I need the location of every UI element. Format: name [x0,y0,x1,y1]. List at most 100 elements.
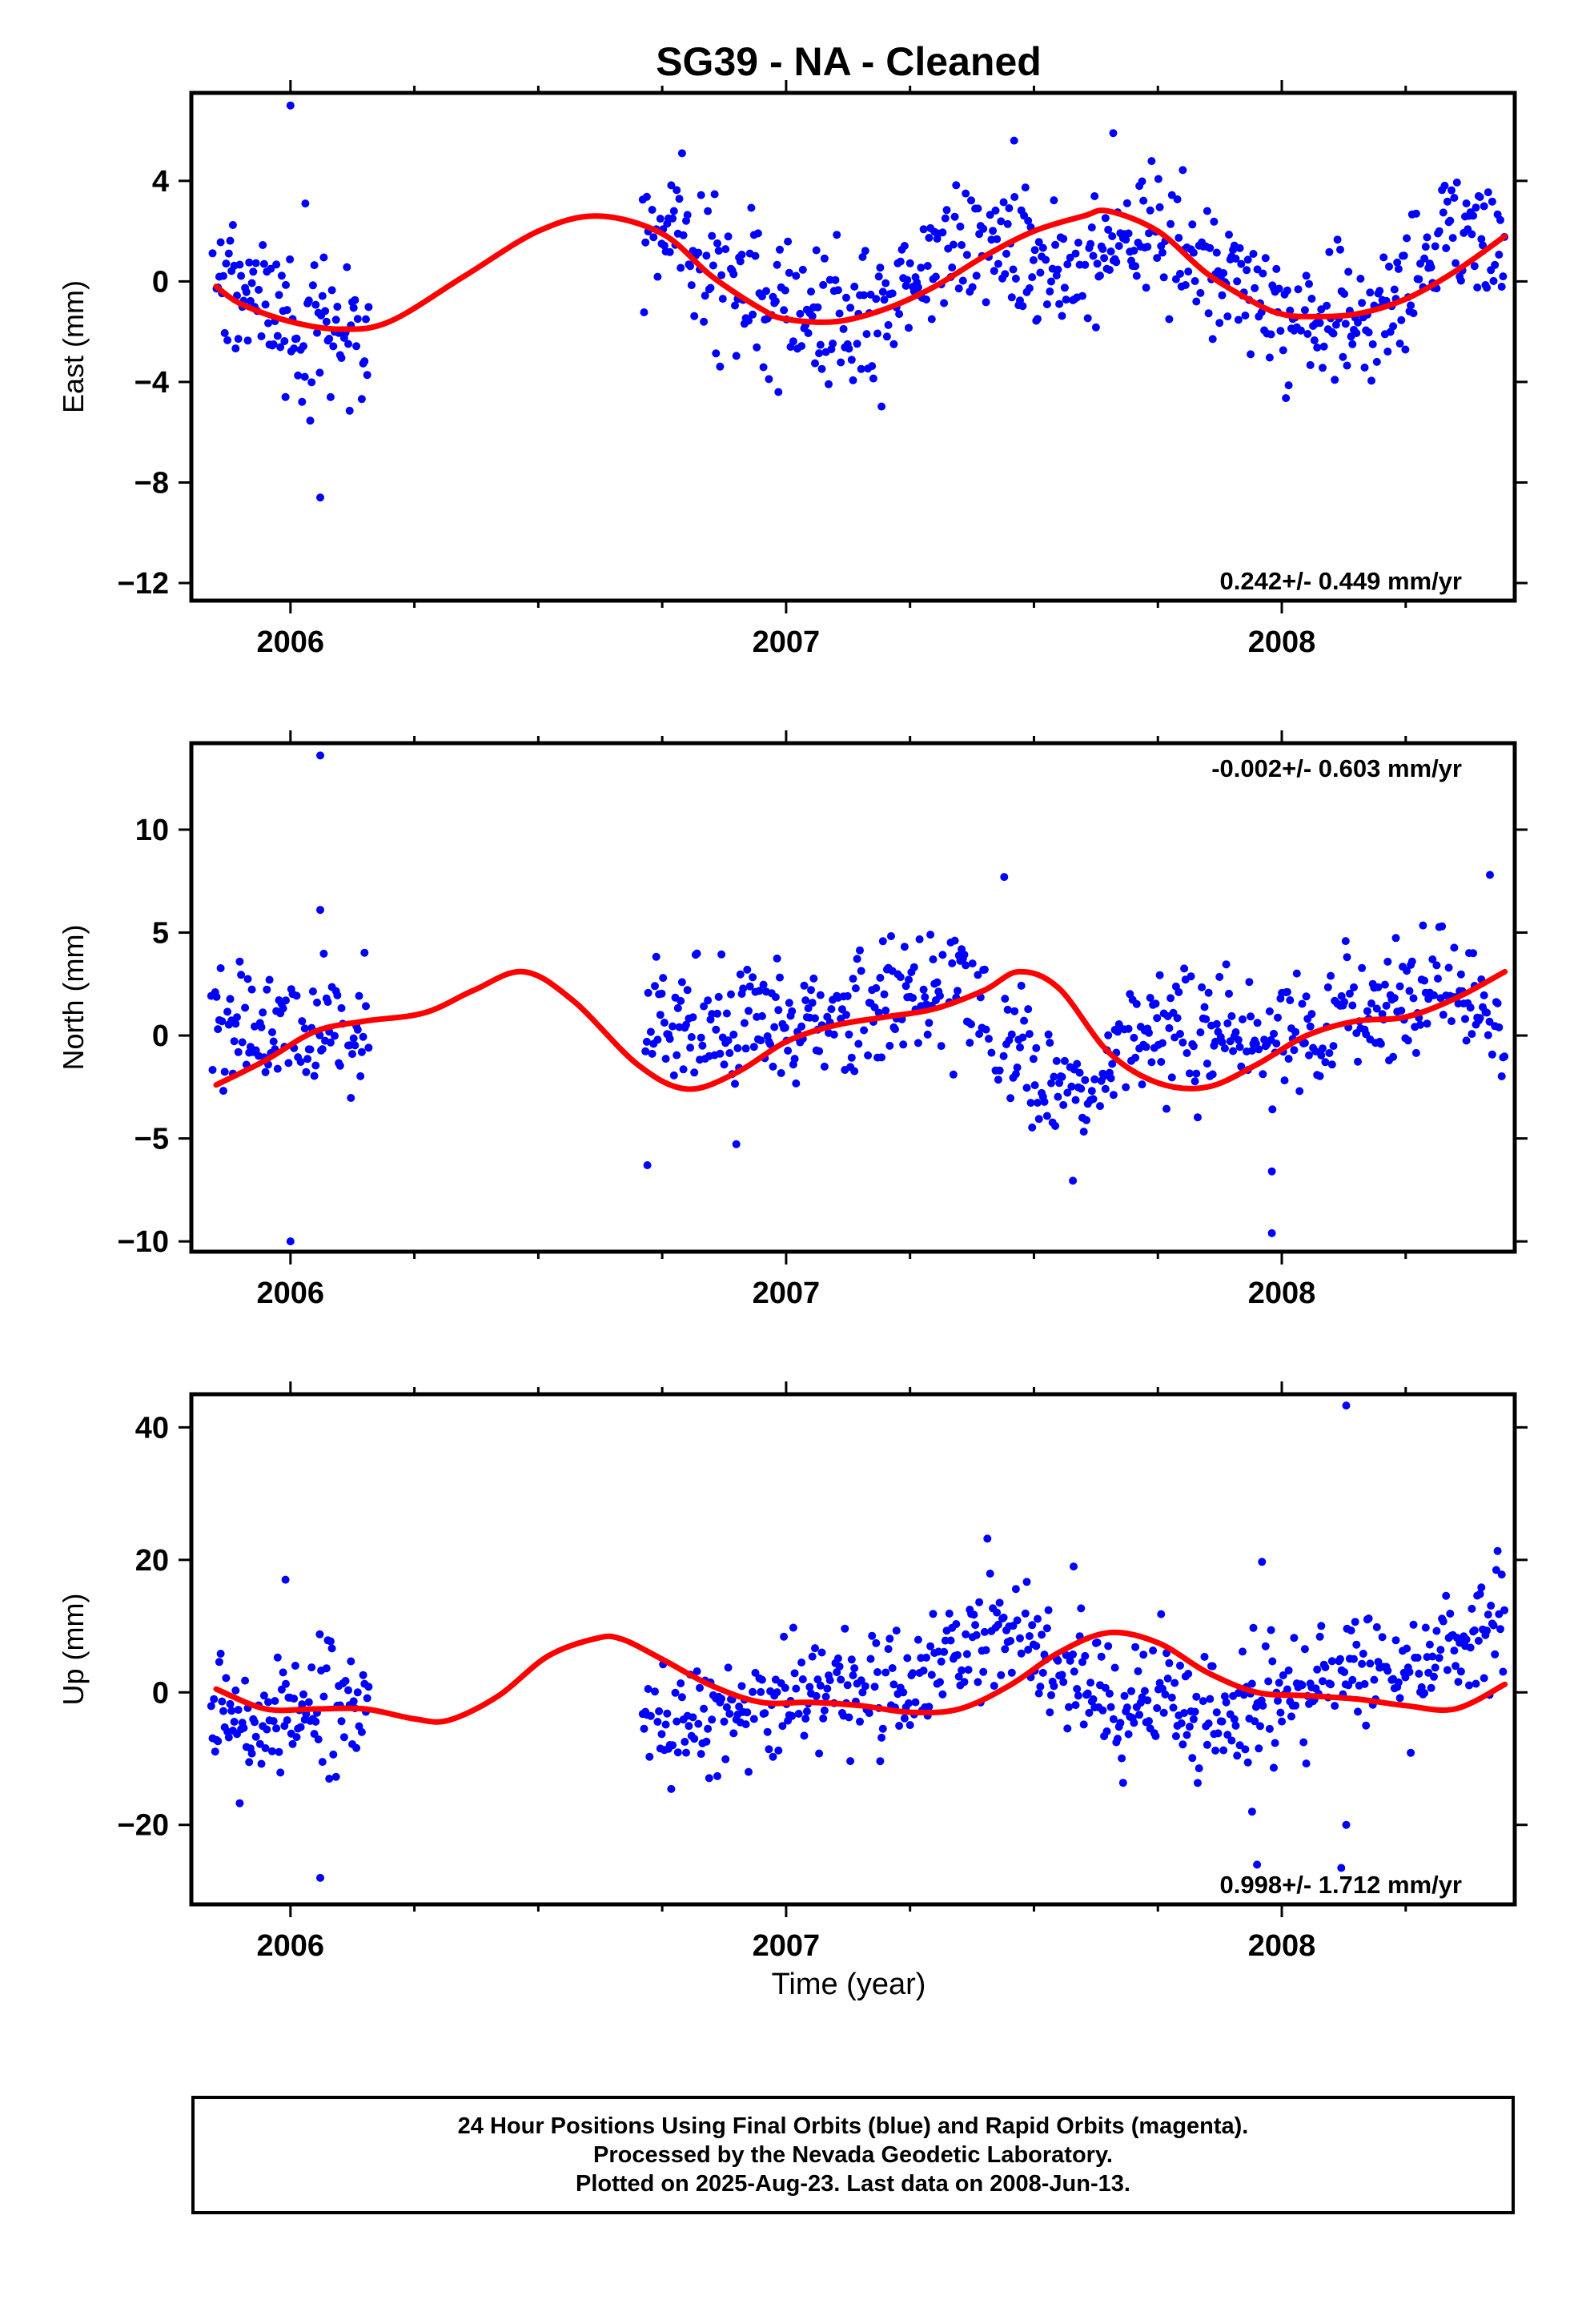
up-data-point [905,1721,914,1730]
east-data-point [815,349,824,358]
north-data-point [298,1017,307,1026]
up-data-point [1199,1697,1207,1706]
north-data-point [755,987,764,995]
east-data-point [1167,191,1176,199]
east-data-point [889,340,898,348]
up-data-point [1066,1656,1074,1665]
east-data-point [1112,258,1121,267]
up-data-point [299,1690,307,1699]
east-data-point [773,260,781,269]
up-data-point [741,1720,750,1729]
up-data-point [318,1758,327,1767]
up-data-point [817,1648,826,1657]
up-data-point [1270,1763,1278,1772]
north-data-point [1411,1048,1420,1057]
east-data-point [1007,293,1016,302]
up-data-point [1274,1696,1282,1705]
east-data-point [1462,199,1471,207]
east-data-point [1034,315,1042,324]
east-data-point [905,259,914,267]
up-data-point [845,1713,853,1722]
north-data-point [257,1023,266,1031]
east-data-point [1178,166,1187,175]
east-data-point [804,329,813,337]
east-data-point [862,330,871,339]
east-data-point [1397,316,1406,324]
north-data-point [808,999,817,1007]
east-data-point [812,246,821,255]
east-data-point [1154,175,1162,183]
north-data-point [854,1039,863,1048]
north-data-point [1383,957,1392,966]
up-data-point [1239,1647,1247,1656]
north-data-point [1158,1039,1166,1047]
north-data-point [226,995,235,1003]
east-data-point [702,251,711,260]
east-data-point [686,262,695,271]
up-data-point [1079,1720,1088,1729]
east-data-point [1331,376,1339,384]
north-data-point [1245,978,1254,987]
east-data-point [954,284,963,293]
up-data-point [644,1685,652,1693]
east-data-point [286,255,295,263]
east-data-point [972,271,981,280]
up-data-point [1182,1731,1191,1739]
north-data-point [1345,989,1354,998]
up-data-point [1290,1634,1299,1642]
north-data-point [740,1019,749,1027]
north-data-point [1222,960,1231,969]
up-data-point [1391,1636,1400,1645]
north-data-point [820,1062,829,1071]
north-data-point [230,1037,239,1046]
north-data-point [687,1033,696,1041]
north-data-point [1462,1036,1471,1045]
up-data-point [1222,1698,1231,1707]
east-data-point [737,251,746,259]
east-data-point [847,356,856,364]
east-data-point [675,195,684,203]
up-data-point [1500,1606,1509,1614]
up-data-point [1178,1740,1187,1749]
north-data-point [1001,995,1010,1003]
north-data-point [690,1068,699,1077]
east-data-point [1251,283,1259,292]
east-data-point [717,271,726,279]
east-data-point [257,332,266,340]
up-data-point [310,1730,319,1739]
up-data-point [357,1727,366,1736]
east-data-point [872,295,881,304]
up-data-point [264,1698,272,1707]
up-data-point [1403,1644,1411,1653]
up-data-point [805,1683,814,1691]
up-data-point [1275,1679,1283,1687]
up-data-point [1287,1712,1295,1721]
east-data-point [275,291,283,300]
up-data-point [1492,1566,1500,1574]
north-data-point [815,1047,824,1055]
up-data-point [1321,1663,1330,1671]
up-data-point [876,1757,885,1766]
east-data-point [991,206,1000,215]
up-data-point [1063,1724,1072,1733]
north-data-point [713,1009,721,1018]
east-data-point [351,296,359,304]
up-data-point [1284,1666,1293,1675]
up-data-point [1025,1632,1034,1640]
up-data-point [239,1723,248,1732]
east-data-point [1028,273,1037,282]
north-x-tick-label: 2008 [1248,1277,1316,1310]
north-data-point [1040,1097,1049,1106]
up-data-point [802,1707,811,1716]
east-data-point [1142,283,1150,292]
up-data-point [1195,1764,1203,1773]
up-data-point [940,1647,949,1656]
north-data-point [1044,1030,1053,1039]
north-data-point [843,991,852,1000]
up-outlier-point [1258,1558,1267,1566]
up-data-point [1299,1738,1308,1747]
east-data-point [694,248,703,257]
east-data-point [1009,265,1018,274]
north-data-point [919,985,928,994]
up-data-point [1313,1665,1322,1674]
